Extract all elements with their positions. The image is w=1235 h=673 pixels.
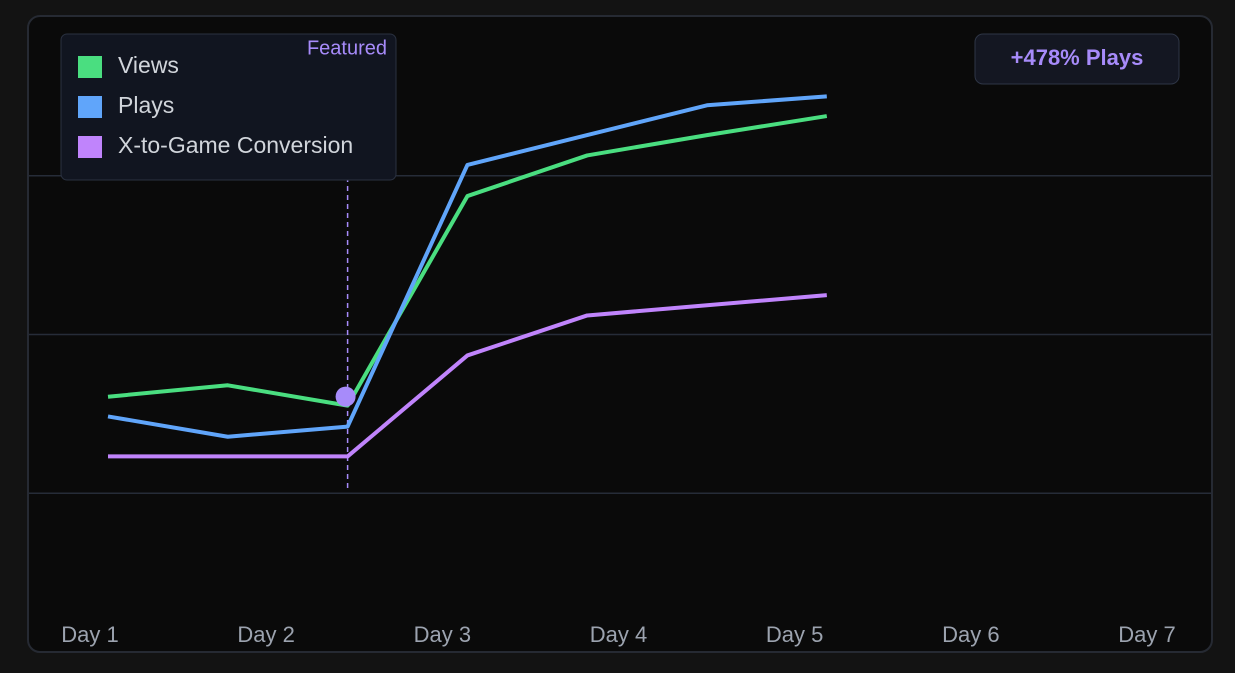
x-tick-label: Day 6	[942, 622, 999, 647]
x-tick-label: Day 4	[590, 622, 647, 647]
badge-box	[974, 33, 1180, 85]
legend-swatch	[78, 56, 102, 78]
featured-dot	[335, 386, 356, 407]
x-tick-label: Day 3	[414, 622, 471, 647]
legend-swatch	[78, 136, 102, 158]
legend-label: X-to-Game Conversion	[118, 132, 353, 158]
legend-swatch	[78, 96, 102, 118]
series-line	[107, 114, 828, 408]
series-line	[108, 293, 827, 459]
badge: +478% Plays	[1011, 45, 1144, 70]
featured-label: Featured	[307, 37, 387, 59]
series-line	[107, 94, 827, 439]
legend-label: Views	[118, 52, 179, 78]
x-tick-label: Day 7	[1118, 622, 1175, 647]
x-tick-label: Day 5	[766, 622, 823, 647]
x-tick-label: Day 1	[61, 622, 118, 647]
x-tick-label: Day 2	[237, 622, 294, 647]
legend-label: Plays	[118, 92, 174, 118]
legend-box	[60, 33, 397, 181]
